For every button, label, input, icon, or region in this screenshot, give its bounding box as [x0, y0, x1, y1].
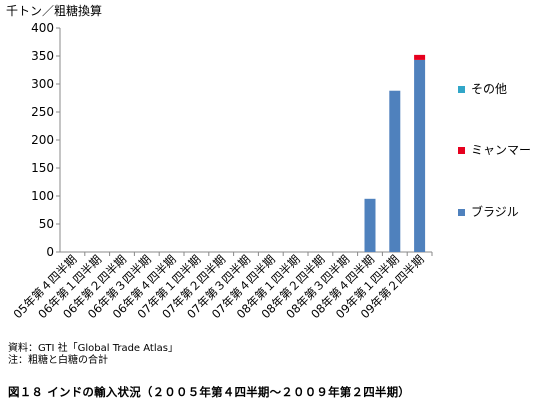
source-note: 資料：GTI 社「Global Trade Atlas」 — [8, 343, 178, 354]
y-tick-label: 100 — [31, 189, 54, 203]
legend-item: その他 — [458, 80, 507, 97]
x-tick-labels: 05年第４四半期06年第１四半期06年第２四半期06年第３四半期06年第４四半期… — [10, 252, 426, 321]
y-tick-label: 150 — [31, 161, 54, 175]
legend-item: ミャンマー — [458, 141, 531, 158]
y-tick-label: 50 — [39, 217, 54, 231]
y-tick-label: 350 — [31, 49, 54, 63]
legend-swatch — [458, 86, 465, 93]
y-tick-label: 200 — [31, 133, 54, 147]
legend-label: その他 — [471, 82, 508, 96]
legend-swatch — [458, 147, 465, 154]
source-notes: 資料：GTI 社「Global Trade Atlas」 注：粗糖と白糖の合計 — [8, 343, 178, 367]
legend-label: ブラジル — [471, 205, 519, 219]
bar-segment — [414, 54, 426, 60]
y-tick-labels: 0 50 100 150 200 250 300 350 400 — [31, 21, 54, 259]
legend-swatch — [458, 209, 465, 216]
legend-label: ミャンマー — [471, 143, 532, 157]
y-tick-label: 300 — [31, 77, 54, 91]
y-unit-label: 千トン／粗糖換算 — [6, 4, 103, 18]
y-tick-label: 250 — [31, 105, 54, 119]
legend-item: ブラジル — [458, 203, 519, 220]
footnote: 注：粗糖と白糖の合計 — [8, 355, 108, 366]
bar-segment — [414, 59, 426, 252]
axes — [56, 27, 433, 256]
bar-segment — [389, 90, 401, 252]
y-tick-label: 400 — [31, 21, 54, 35]
y-tick-label: 0 — [46, 245, 54, 259]
bars — [364, 54, 426, 252]
figure-caption: 図１８ インドの輸入状況（２００５年第４四半期～２００９年第２四半期） — [8, 385, 410, 399]
bar-segment — [364, 198, 376, 252]
